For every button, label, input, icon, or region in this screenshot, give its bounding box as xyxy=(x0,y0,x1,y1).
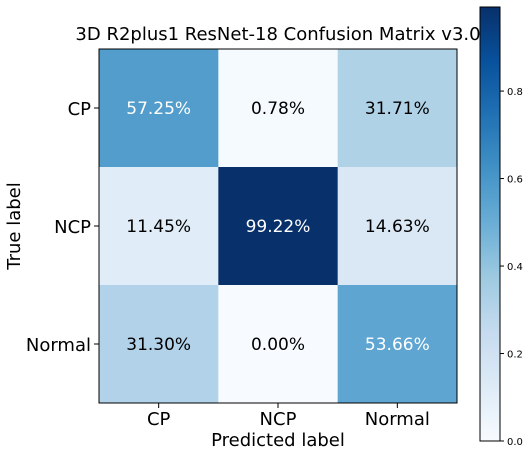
x-tick-label: CP xyxy=(147,409,171,430)
colorbar xyxy=(479,6,501,442)
x-axis-ticks: CP NCP Normal xyxy=(147,403,430,430)
colorbar-tick-label: 0.6 xyxy=(507,175,523,186)
heatmap-cell xyxy=(337,285,458,404)
cell-value-label: 31.71% xyxy=(365,99,430,119)
cell-value-label: 0.00% xyxy=(251,335,305,355)
heatmap-cell xyxy=(218,167,339,286)
x-axis-label: Predicted label xyxy=(211,430,345,451)
heatmap-cell xyxy=(218,285,339,404)
cell-value-label: 11.45% xyxy=(126,217,191,237)
x-tick-label: NCP xyxy=(260,409,297,430)
y-tick-label: NCP xyxy=(54,217,91,238)
heatmap-cell xyxy=(99,49,219,168)
colorbar-tick-label: 0.0 xyxy=(507,437,523,448)
y-tick-label: CP xyxy=(68,99,92,120)
chart-title: 3D R2plus1 ResNet-18 Confusion Matrix v3… xyxy=(75,24,480,45)
cell-value-label: 57.25% xyxy=(126,99,191,119)
cell-value-label: 99.22% xyxy=(246,217,311,237)
heatmap-cells xyxy=(99,49,458,404)
cell-value-label: 0.78% xyxy=(251,99,305,119)
heatmap-cell xyxy=(99,167,219,286)
heatmap-cell xyxy=(218,49,339,168)
colorbar-tick-label: 0.2 xyxy=(507,350,523,361)
y-tick-label: Normal xyxy=(26,335,91,356)
cell-value-label: 14.63% xyxy=(365,217,430,237)
y-axis-label: True label xyxy=(4,182,25,271)
colorbar-ticks: 0.0 0.2 0.4 0.6 0.8 xyxy=(500,87,523,448)
colorbar-tick-label: 0.4 xyxy=(507,262,523,273)
cell-value-label: 31.30% xyxy=(126,335,191,355)
heatmap-cell xyxy=(337,167,458,286)
heatmap-cell xyxy=(99,285,219,404)
x-tick-label: Normal xyxy=(365,409,430,430)
heatmap-cell-labels: 57.25% 0.78% 31.71% 11.45% 99.22% 14.63% 31.30… xyxy=(126,99,429,355)
cell-value-label: 53.66% xyxy=(365,335,430,355)
heatmap-cell xyxy=(337,49,458,168)
y-axis-ticks: CP NCP Normal xyxy=(26,99,99,356)
colorbar-tick-label: 0.8 xyxy=(507,87,523,98)
